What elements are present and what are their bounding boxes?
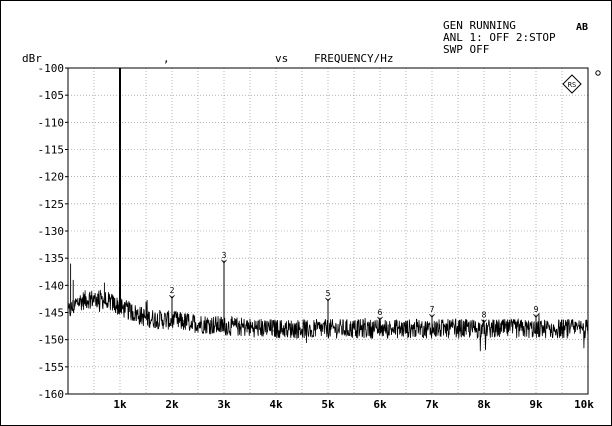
x-tick-label: 8k — [477, 398, 491, 411]
harmonic-marker-label: 3 — [222, 251, 227, 260]
header-comma: , — [163, 52, 170, 65]
status-gen: GEN RUNNING — [443, 19, 516, 32]
harmonic-marker-label: 7 — [430, 305, 435, 314]
harmonic-marker-label: 5 — [326, 289, 331, 298]
y-tick-label: -155 — [38, 361, 65, 374]
rs-logo-icon: RS — [562, 74, 582, 94]
harmonic-marker-arrow — [533, 313, 539, 318]
x-tick-label: 1k — [113, 398, 127, 411]
y-tick-label: -100 — [38, 62, 65, 75]
harmonic-marker-arrow — [481, 319, 487, 324]
svg-text:RS: RS — [568, 81, 576, 89]
harmonic-marker-arrow — [429, 313, 435, 318]
vs-label: vs — [275, 52, 289, 65]
harmonic-marker-arrow — [325, 297, 331, 302]
y-tick-label: -135 — [38, 252, 65, 265]
plot-border — [67, 67, 589, 395]
x-tick-label: 3k — [217, 398, 231, 411]
y-tick-label: -105 — [38, 89, 65, 102]
y-tick-label: -150 — [38, 334, 65, 347]
y-tick-label: -130 — [38, 225, 65, 238]
x-tick-label: 4k — [269, 398, 283, 411]
grid — [68, 68, 588, 394]
x-axis-title: FREQUENCY/Hz — [314, 52, 394, 65]
harmonic-marker-arrow — [273, 330, 279, 335]
harmonic-marker-arrow — [169, 294, 175, 299]
harmonic-marker-label: 4 — [274, 322, 279, 331]
y-tick-label: -120 — [38, 171, 65, 184]
x-tick-label: 10k — [574, 398, 594, 411]
x-tick-label: 7k — [425, 398, 439, 411]
y-axis-title: dBr — [22, 52, 42, 65]
x-tick-labels: 1k 2k 3k 4k 5k 6k 7k 8k 9k 10k — [113, 398, 594, 411]
harmonic-marker-label: 6 — [378, 308, 383, 317]
x-tick-label: 5k — [321, 398, 335, 411]
x-tick-label: 2k — [165, 398, 179, 411]
status-analyzer: ANL 1: OFF 2:STOP — [443, 31, 556, 44]
x-tick-label: 9k — [529, 398, 543, 411]
harmonic-marker-arrow — [221, 259, 227, 264]
x-tick-label: 6k — [373, 398, 387, 411]
y-tick-label: -115 — [38, 144, 65, 157]
y-tick-label: -110 — [38, 116, 65, 129]
harmonic-marker-arrow — [377, 316, 383, 321]
y-tick-label: -125 — [38, 198, 65, 211]
ab-icon: AB — [576, 22, 588, 33]
y-tick-label: -145 — [38, 307, 65, 320]
svg-text:AB: AB — [576, 22, 588, 33]
status-sweep: SWP OFF — [443, 43, 490, 56]
circle-marker-icon — [595, 70, 601, 76]
harmonic-marker-label: 8 — [482, 311, 487, 320]
harmonic-marker-label: 9 — [534, 305, 539, 314]
harmonic-peaks: 2 3 4 5 6 7 8 9 — [70, 68, 539, 335]
harmonic-marker-label: 2 — [170, 286, 175, 295]
y-tick-label: -160 — [38, 388, 65, 401]
y-tick-labels: -100 -105 -110 -115 -120 -125 -130 -135 -140 -145… — [38, 62, 68, 401]
y-tick-label: -140 — [38, 279, 65, 292]
